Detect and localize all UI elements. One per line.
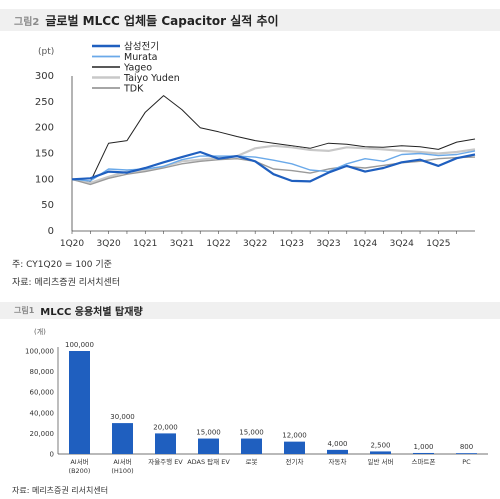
x-tick-label: 1Q23	[280, 239, 304, 249]
bar-value-label: 2,500	[370, 441, 390, 449]
x-category-label: PC	[462, 458, 471, 466]
y-tick-label: 80,000	[30, 368, 55, 376]
x-tick-label: 1Q25	[426, 239, 450, 249]
x-category-label: AI서버	[70, 457, 88, 466]
legend-label: Taiyo Yuden	[123, 73, 180, 84]
bar-value-label: 30,000	[110, 413, 135, 421]
x-category-label: 자율주행 EV	[148, 457, 183, 466]
figure2-source: 자료: 메리츠증권 리서치센터	[12, 486, 109, 495]
figure2-header: 그림1 MLCC 응용처별 탑재량	[0, 302, 500, 319]
figure1-number: 그림2	[14, 16, 40, 28]
figure2-number: 그림1	[14, 306, 35, 315]
y-axis-label: (개)	[34, 327, 46, 336]
y-tick-label: 200	[35, 123, 54, 134]
y-tick-label: 0	[50, 451, 54, 459]
legend-label: 삼성전기	[124, 42, 159, 53]
legend-label: Yageo	[123, 63, 152, 74]
x-tick-label: 3Q20	[97, 239, 122, 249]
bar-value-label: 1,000	[413, 443, 433, 451]
x-tick-label: 1Q24	[353, 239, 378, 249]
x-tick-label: 3Q23	[316, 239, 340, 249]
y-tick-label: 40,000	[30, 409, 55, 417]
bar-value-label: 15,000	[196, 429, 221, 437]
y-tick-label: 60,000	[30, 389, 55, 397]
series-line-삼성전기	[71, 150, 476, 183]
y-tick-label: 300	[35, 71, 54, 82]
bar-value-label: 15,000	[239, 429, 264, 437]
x-category-label: 스마트폰	[412, 457, 436, 466]
x-category-label: 일반 서버	[368, 457, 394, 466]
line-chart: (pt) 0 50 100 150 200 250 300 1Q20 3Q20 1Q21 3Q21 1Q…	[35, 42, 476, 249]
x-category-label: 자동차	[329, 457, 347, 466]
bar	[284, 441, 305, 454]
figure1-source: 자료: 메리츠증권 리서치센터	[12, 278, 121, 288]
x-tick-label: 3Q24	[390, 239, 415, 249]
series-line-taiyo-yuden	[71, 144, 476, 184]
y-tick-label: 0	[48, 226, 54, 237]
figure2-title: MLCC 응용처별 탑재량	[40, 307, 143, 318]
x-category-label: 로봇	[246, 458, 258, 466]
bar	[198, 438, 219, 454]
bar	[456, 453, 477, 454]
figure1-note: 주: CY1Q20 = 100 기준	[12, 260, 112, 270]
x-category-label: (B200)	[69, 467, 91, 475]
bar-value-label: 12,000	[282, 432, 307, 440]
bar	[370, 451, 391, 454]
bar	[112, 423, 133, 454]
bar	[413, 452, 434, 454]
bar	[69, 351, 90, 454]
series-line-yageo	[71, 95, 476, 183]
x-tick-label: 1Q20	[60, 239, 85, 249]
y-axis-label: (pt)	[38, 47, 54, 57]
y-tick-label: 250	[35, 97, 54, 108]
x-category-label: AI서버	[113, 457, 131, 466]
x-tick-label: 3Q22	[243, 239, 267, 249]
x-category-label: 전기차	[286, 457, 304, 466]
y-tick-label: 100,000	[25, 348, 54, 356]
x-category-label: (H100)	[111, 467, 133, 475]
x-category-label: ADAS 탑재 EV	[187, 458, 230, 466]
bar-value-label: 20,000	[153, 423, 178, 431]
x-tick-label: 3Q21	[170, 239, 194, 249]
legend-label: TDK	[123, 84, 144, 95]
figure1-header: 그림2 글로벌 MLCC 업체들 Capacitor 실적 추이	[0, 9, 500, 31]
bar	[327, 449, 348, 454]
bar-value-label: 800	[460, 443, 473, 451]
series-line-murata	[71, 150, 476, 182]
x-tick-label: 1Q21	[133, 239, 157, 249]
bar	[241, 438, 262, 454]
bar-chart: (개) 0 20,000 40,000 60,000 80,000 100,000 100,0…	[25, 327, 488, 475]
y-tick-label: 150	[35, 149, 54, 160]
y-tick-label: 50	[41, 200, 54, 211]
figure1-title: 글로벌 MLCC 업체들 Capacitor 실적 추이	[45, 13, 279, 28]
bar-value-label: 4,000	[327, 440, 347, 448]
y-tick-label: 100	[35, 174, 54, 185]
y-tick-label: 20,000	[30, 430, 55, 438]
bar	[155, 433, 176, 454]
legend-label: Murata	[124, 52, 158, 63]
bar-value-label: 100,000	[65, 341, 94, 349]
x-tick-label: 1Q22	[206, 239, 230, 249]
